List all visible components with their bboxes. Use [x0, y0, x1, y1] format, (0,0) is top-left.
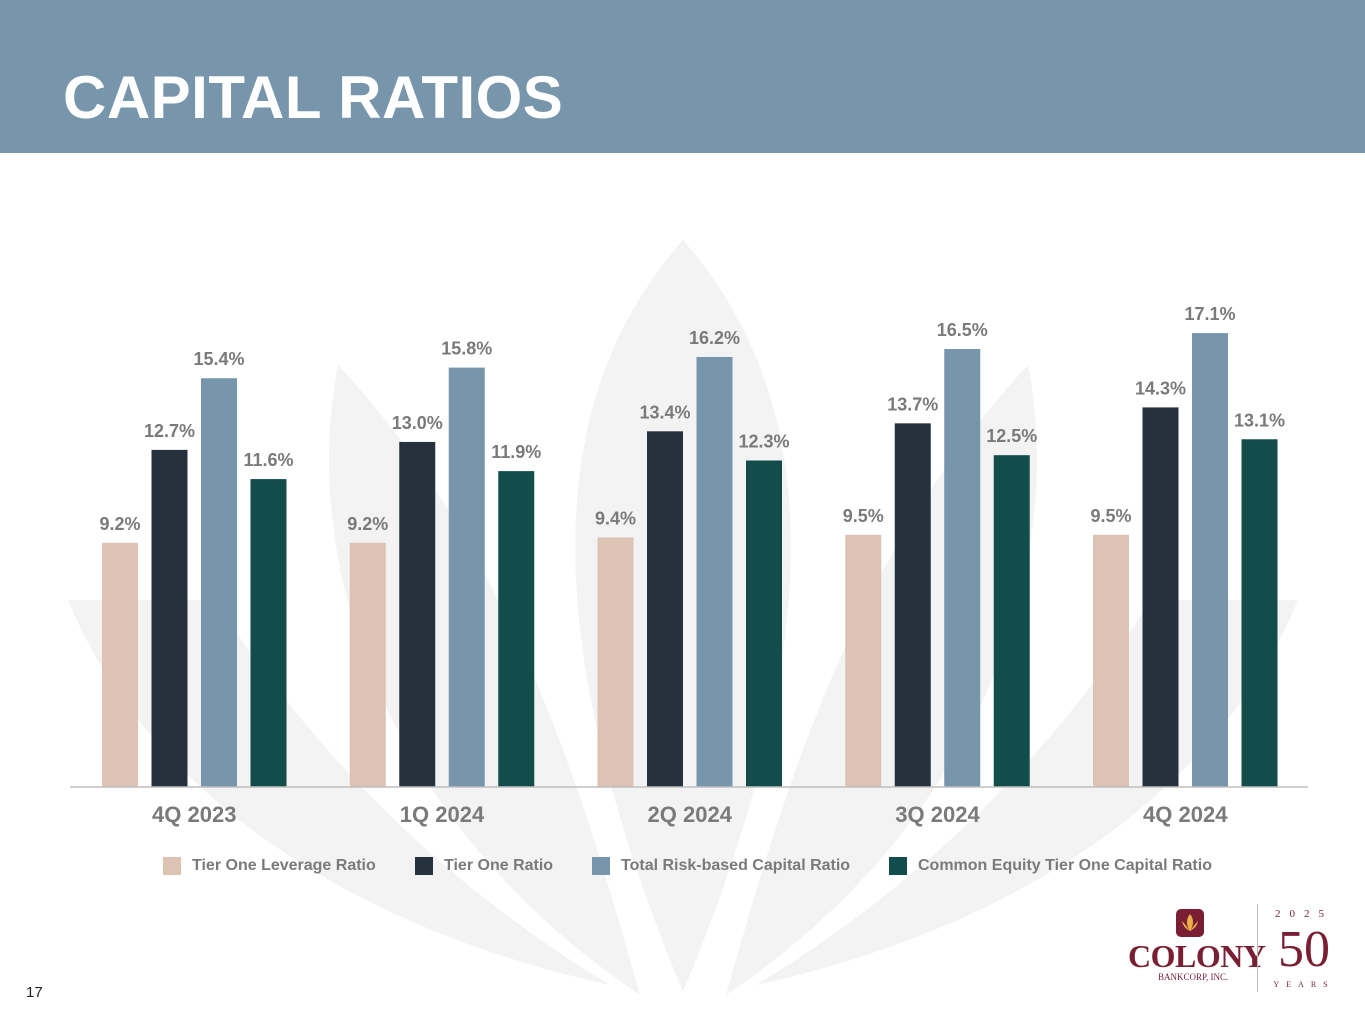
legend-item-tier-one-ratio: Tier One Ratio — [415, 855, 553, 877]
data-label-tier-one-leverage-ratio-1q-2024: 9.2% — [347, 514, 388, 534]
x-tick-label-4q-2024: 4Q 2024 — [1143, 802, 1228, 827]
legend-item-tier-one-leverage-ratio: Tier One Leverage Ratio — [163, 855, 376, 877]
bar-tier-one-leverage-ratio-1q-2024 — [349, 542, 386, 787]
chart-bars — [102, 333, 1278, 787]
data-label-tier-one-ratio-4q-2024: 14.3% — [1135, 378, 1186, 398]
data-label-tier-one-leverage-ratio-4q-2023: 9.2% — [99, 514, 140, 534]
x-tick-label-2q-2024: 2Q 2024 — [648, 802, 733, 827]
x-tick-label-1q-2024: 1Q 2024 — [400, 802, 485, 827]
data-label-tier-one-leverage-ratio-3q-2024: 9.5% — [843, 506, 884, 526]
legend-item-common-equity-tier-one-capital-ratio: Common Equity Tier One Capital Ratio — [889, 855, 1212, 877]
data-label-common-equity-tier-one-capital-ratio-4q-2023: 11.6% — [243, 450, 293, 470]
x-tick-label-3q-2024: 3Q 2024 — [895, 802, 980, 827]
legend-label: Tier One Leverage Ratio — [192, 857, 376, 874]
data-label-common-equity-tier-one-capital-ratio-3q-2024: 12.5% — [986, 426, 1037, 446]
legend-swatch — [592, 857, 610, 875]
logo-year: 2025 — [1275, 908, 1333, 920]
data-label-tier-one-ratio-1q-2024: 13.0% — [392, 413, 443, 433]
data-label-total-risk-based-capital-ratio-3q-2024: 16.5% — [937, 320, 988, 340]
legend-item-total-risk-based-capital-ratio: Total Risk-based Capital Ratio — [592, 855, 850, 877]
bar-tier-one-leverage-ratio-2q-2024 — [597, 537, 634, 787]
header-band: CAPITAL RATIOS — [0, 0, 1365, 153]
legend-swatch — [889, 857, 907, 875]
bar-tier-one-leverage-ratio-4q-2023 — [102, 542, 138, 787]
legend-label: Tier One Ratio — [444, 857, 554, 874]
data-label-common-equity-tier-one-capital-ratio-4q-2024: 13.1% — [1234, 410, 1285, 430]
x-axis-tick-labels: 4Q 2023 1Q 2024 2Q 2024 3Q 2024 4Q 2024 — [152, 802, 1228, 827]
data-label-total-risk-based-capital-ratio-1q-2024: 15.8% — [441, 339, 492, 359]
logo-wordmark: COLONY — [1128, 938, 1266, 974]
data-label-tier-one-ratio-2q-2024: 13.4% — [639, 402, 690, 422]
x-tick-label-4q-2023: 4Q 2023 — [152, 802, 236, 827]
bar-tier-one-leverage-ratio-4q-2024 — [1093, 534, 1129, 787]
bar-tier-one-ratio-3q-2024 — [894, 423, 931, 787]
data-label-common-equity-tier-one-capital-ratio-2q-2024: 12.3% — [738, 432, 789, 452]
lotus-emblem-icon — [1176, 909, 1204, 937]
bar-total-risk-based-capital-ratio-1q-2024 — [448, 367, 485, 787]
data-label-tier-one-ratio-3q-2024: 13.7% — [887, 394, 938, 414]
page-title: CAPITAL RATIOS — [63, 64, 564, 131]
bar-common-equity-tier-one-capital-ratio-2q-2024 — [746, 460, 782, 787]
logo-years-label: YEARS — [1273, 980, 1335, 989]
bar-tier-one-ratio-4q-2023 — [151, 449, 188, 787]
data-label-common-equity-tier-one-capital-ratio-1q-2024: 11.9% — [491, 442, 541, 462]
data-label-total-risk-based-capital-ratio-2q-2024: 16.2% — [689, 328, 740, 348]
bar-tier-one-ratio-2q-2024 — [647, 431, 683, 787]
bar-tier-one-leverage-ratio-3q-2024 — [845, 534, 882, 787]
bar-total-risk-based-capital-ratio-4q-2023 — [201, 378, 237, 787]
data-label-total-risk-based-capital-ratio-4q-2024: 17.1% — [1184, 304, 1235, 324]
data-label-total-risk-based-capital-ratio-4q-2023: 15.4% — [193, 349, 244, 369]
chart-data-labels: 9.2% 12.7% 15.4% 11.6% 9.2% 13.0% 15.8% 11.9% 9.… — [99, 304, 1285, 534]
bar-tier-one-ratio-4q-2024 — [1142, 407, 1179, 787]
logo-anniversary-number: 50 — [1278, 921, 1330, 978]
colony-logo: COLONY BANKCORP, INC. 2025 50 YEARS — [1120, 900, 1350, 1000]
bar-common-equity-tier-one-capital-ratio-4q-2023 — [250, 479, 287, 787]
page-number: 17 — [26, 984, 43, 1001]
legend-label: Common Equity Tier One Capital Ratio — [918, 857, 1212, 874]
legend-swatch — [163, 857, 181, 875]
logo-divider — [1257, 904, 1258, 992]
logo-subtitle: BANKCORP, INC. — [1158, 972, 1229, 982]
bar-tier-one-ratio-1q-2024 — [399, 441, 436, 787]
legend-label: Total Risk-based Capital Ratio — [621, 857, 851, 874]
bar-common-equity-tier-one-capital-ratio-4q-2024 — [1241, 439, 1278, 787]
bar-total-risk-based-capital-ratio-4q-2024 — [1192, 333, 1228, 787]
data-label-tier-one-leverage-ratio-4q-2024: 9.5% — [1090, 506, 1131, 526]
legend-swatch — [415, 857, 433, 875]
bar-total-risk-based-capital-ratio-2q-2024 — [696, 356, 733, 787]
bar-common-equity-tier-one-capital-ratio-3q-2024 — [993, 455, 1030, 787]
bar-common-equity-tier-one-capital-ratio-1q-2024 — [498, 471, 535, 787]
chart-legend: Tier One Leverage Ratio Tier One Ratio Tot… — [0, 855, 1365, 879]
bar-total-risk-based-capital-ratio-3q-2024 — [944, 349, 981, 787]
data-label-tier-one-leverage-ratio-2q-2024: 9.4% — [595, 508, 636, 528]
data-label-tier-one-ratio-4q-2023: 12.7% — [144, 421, 195, 441]
